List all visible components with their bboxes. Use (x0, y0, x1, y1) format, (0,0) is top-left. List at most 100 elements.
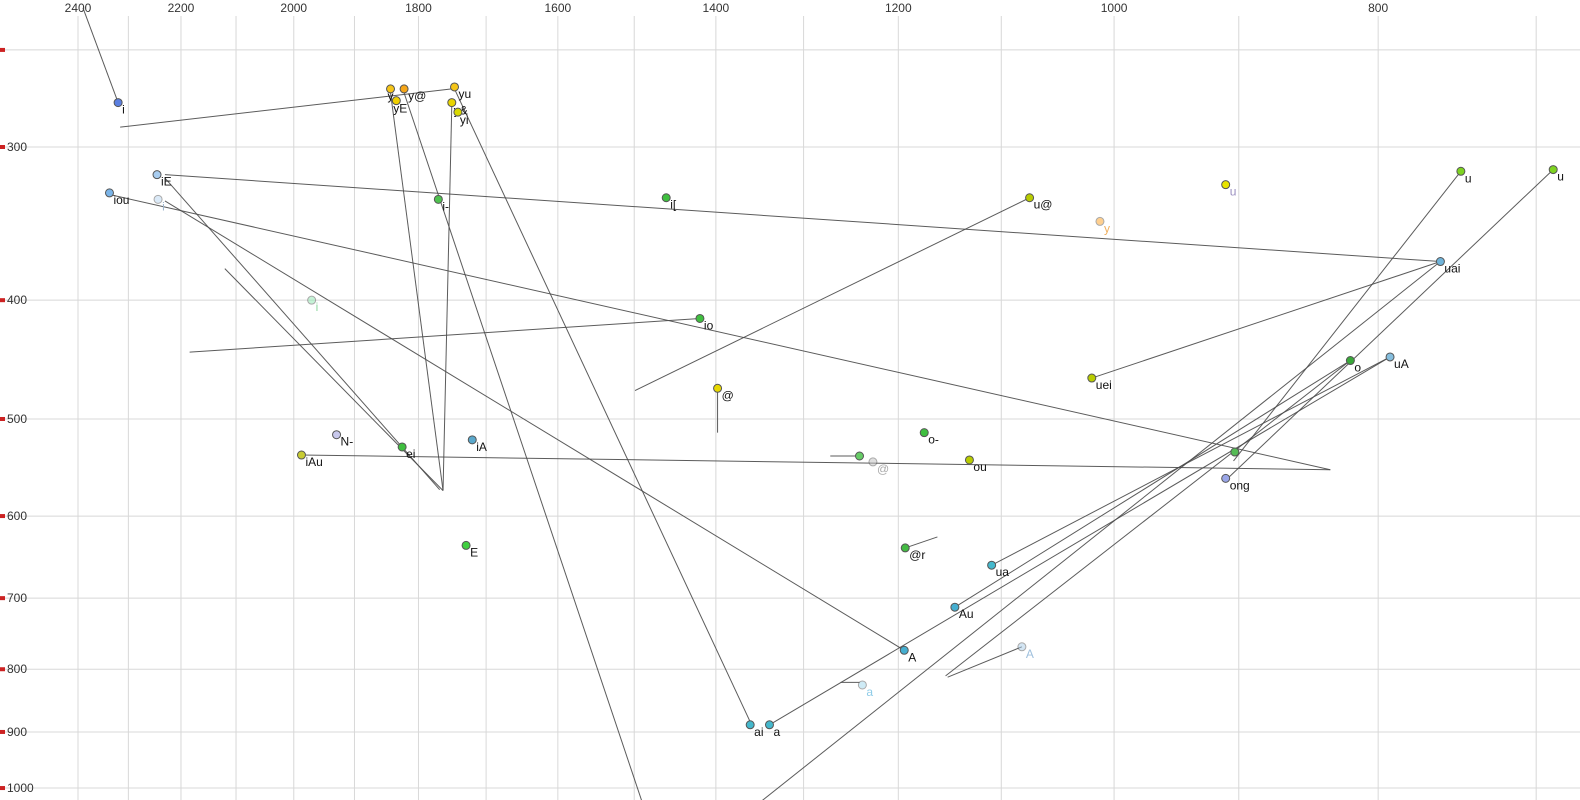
vowel-point-ou[interactable] (964, 455, 974, 465)
vowel-label-ua: ua (996, 565, 1010, 579)
vowel-point-a[interactable] (764, 720, 774, 730)
trajectory-line-8 (109, 194, 1331, 471)
vowel-point-i[[interactable] (661, 193, 671, 203)
vowel-label-a: a (773, 725, 780, 739)
vowel-label-iE: iE (161, 175, 172, 189)
vowel-point-ai[interactable] (745, 720, 755, 730)
vowel-point-yi[interactable] (453, 107, 463, 117)
vowel-point-iou[interactable] (104, 188, 114, 198)
vowel-point-o-[interactable] (919, 428, 929, 438)
trajectory-line-26 (769, 356, 1391, 726)
vowel-point-i[interactable] (153, 194, 163, 204)
vowel-point-yu[interactable] (450, 82, 460, 92)
vowel-label-y: y (388, 89, 394, 103)
y-tick-label-900: 900 (7, 725, 27, 739)
vowel-point-ei[interactable] (397, 442, 407, 452)
red-axis-tick-600 (0, 514, 5, 519)
vowel-point-io[interactable] (695, 313, 705, 323)
vowel-label-i: i (162, 199, 165, 213)
trajectory-line-7 (164, 177, 441, 491)
vowel-label-i: i (122, 103, 125, 117)
trajectory-line-12 (634, 197, 1030, 392)
trajectory-line-23 (945, 360, 1351, 677)
vowel-point-A[interactable] (1017, 642, 1027, 652)
vowel-point-u[interactable] (1456, 166, 1466, 176)
vowel-label-yu: yu (459, 87, 472, 101)
vowel-point-a[interactable] (857, 680, 867, 690)
vowel-point-i[interactable] (113, 98, 123, 108)
vowel-point-unlabeled[interactable] (1230, 447, 1240, 457)
trajectory-line-19 (954, 360, 1351, 608)
red-axis-tick-300 (0, 145, 5, 149)
vowel-point-yE[interactable] (391, 96, 401, 106)
vowel-point-y&[interactable] (447, 98, 457, 108)
x-tick-label-1000: 1000 (1101, 1, 1128, 15)
vowel-point-@[interactable] (713, 383, 723, 393)
vowel-point-uai[interactable] (1435, 257, 1445, 267)
y-tick-label-500: 500 (7, 412, 27, 426)
vowel-point-@[interactable] (868, 457, 878, 467)
trajectory-line-5 (762, 261, 1441, 800)
red-axis-tick-800 (0, 667, 5, 672)
vowel-point-i-[interactable] (433, 194, 443, 204)
y-tick-label-300: 300 (7, 140, 27, 154)
x-tick-label-1600: 1600 (544, 1, 571, 15)
vowel-point-uei[interactable] (1087, 373, 1097, 383)
y-tick-label-1000: 1000 (7, 781, 34, 795)
vowel-label-o: o (1354, 361, 1361, 375)
trajectory-line-10 (189, 317, 700, 353)
y-tick-label-800: 800 (7, 662, 27, 676)
vowel-point-u[interactable] (1548, 165, 1558, 175)
vowel-point-unlabeled[interactable] (855, 451, 865, 461)
vowel-label-@: @ (722, 388, 734, 402)
vowel-label-y@: y@ (408, 89, 426, 103)
vowel-point-Au[interactable] (950, 602, 960, 612)
vowel-point-iE[interactable] (152, 170, 162, 180)
vowel-point-y[interactable] (386, 84, 396, 94)
red-axis-tick-250 (0, 47, 5, 52)
vowel-point-u[interactable] (1221, 180, 1231, 190)
vowel-label-E: E (470, 545, 478, 559)
x-tick-label-800: 800 (1368, 1, 1388, 15)
vowel-label-yE: yE (393, 102, 407, 116)
vowel-point-@r[interactable] (900, 543, 910, 553)
red-axis-tick-400 (0, 298, 5, 303)
trajectory-line-16 (947, 646, 1023, 678)
vowel-point-A[interactable] (899, 645, 909, 655)
trajectory-line-0 (82, 7, 119, 103)
vowel-label-@: @ (877, 462, 889, 476)
vowel-point-y@[interactable] (399, 84, 409, 94)
vowel-point-y[interactable] (1095, 216, 1105, 226)
x-tick-label-2200: 2200 (168, 1, 195, 15)
vowel-point-ong[interactable] (1221, 473, 1231, 483)
vowel-label-u: u (1557, 170, 1564, 184)
x-tick-label-1200: 1200 (885, 1, 912, 15)
vowel-point-uA[interactable] (1385, 352, 1395, 362)
vowel-point-o[interactable] (1345, 356, 1355, 366)
vowel-label-o-: o- (928, 433, 939, 447)
vowel-label-u@: u@ (1034, 198, 1053, 212)
trajectory-line-4 (403, 92, 642, 800)
vowel-label-u: u (1230, 185, 1237, 199)
red-axis-tick-700 (0, 596, 5, 601)
trajectory-line-9 (164, 200, 905, 651)
vowel-label-A: A (908, 650, 916, 664)
vowel-point-i[interactable] (307, 295, 317, 305)
vowel-point-E[interactable] (461, 540, 471, 550)
vowel-label-ou: ou (973, 460, 986, 474)
vowel-label-ei: ei (406, 447, 415, 461)
red-axis-tick-500 (0, 416, 5, 421)
red-axis-tick-1000 (0, 786, 5, 791)
x-tick-label-1800: 1800 (405, 1, 432, 15)
trajectory-line-25 (1091, 261, 1441, 379)
vowel-point-u@[interactable] (1025, 193, 1035, 203)
vowel-label-yi: yi (460, 113, 469, 127)
vowel-point-ua[interactable] (987, 560, 997, 570)
x-tick-label-2400: 2400 (65, 1, 92, 15)
vowel-label-uai: uai (1444, 262, 1460, 276)
vowel-point-N-[interactable] (332, 430, 342, 440)
vowel-point-iAu[interactable] (296, 450, 306, 460)
vowel-point-iA[interactable] (467, 435, 477, 445)
